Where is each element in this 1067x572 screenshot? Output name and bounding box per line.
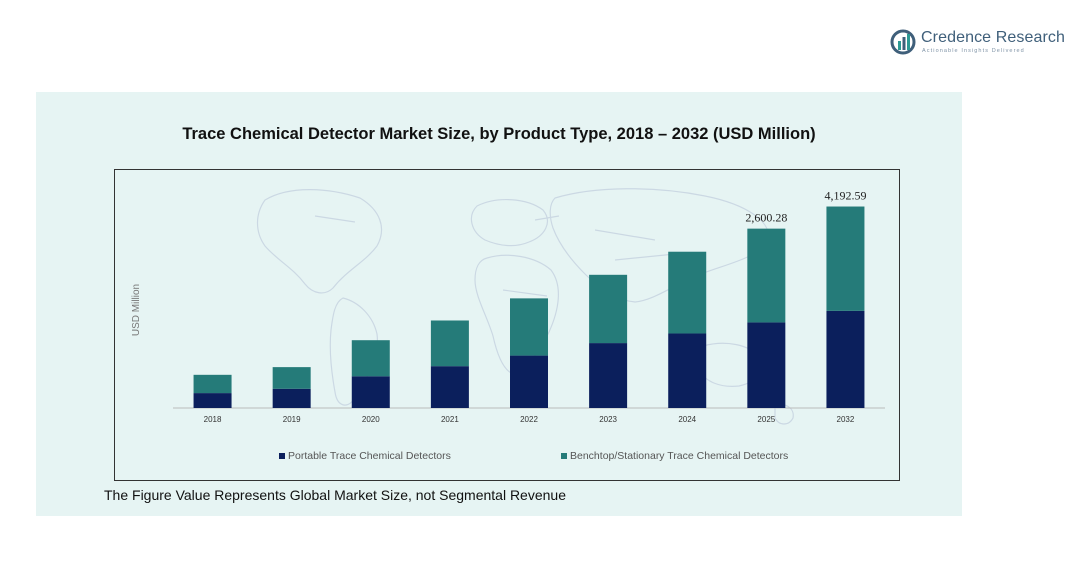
bar-portable-2032 [826,310,865,408]
bar-portable-2019 [272,388,311,408]
x-tick-label-2021: 2021 [441,415,459,424]
legend-label-benchtop: Benchtop/Stationary Trace Chemical Detec… [570,450,788,462]
stacked-bar-chart: USD Million 2018 2019 2020 2021 2022 2023 2024 2… [131,188,885,462]
bar-portable-2024 [668,333,707,408]
bar-benchtop-2018 [193,374,232,394]
x-tick-label-2018: 2018 [204,415,222,424]
footnote: The Figure Value Represents Global Marke… [104,487,566,503]
brand-logo: Credence Research Actionable Insights De… [889,28,1065,58]
data-label-2032: 4,192.59 [824,189,866,203]
credence-logo-icon [890,29,916,55]
bar-portable-2025 [747,322,786,408]
y-axis-label: USD Million [131,284,142,336]
bar-benchtop-2019 [272,367,311,389]
x-tick-label-2020: 2020 [362,415,380,424]
x-tick-label-2022: 2022 [520,415,538,424]
bar-benchtop-2022 [510,298,548,356]
legend-swatch-portable [279,453,285,459]
legend-label-portable: Portable Trace Chemical Detectors [288,450,451,462]
chart-plot-frame: USD Million 2018 2019 2020 2021 2022 2023 2024 2… [114,169,900,481]
x-tick-label-2032: 2032 [837,415,855,424]
x-tick-label-2025: 2025 [757,415,775,424]
bar-portable-2023 [589,343,628,408]
bar-portable-2018 [193,393,232,408]
x-tick-label-2019: 2019 [283,415,301,424]
chart-panel: Trace Chemical Detector Market Size, by … [36,92,962,516]
bar-benchtop-2025 [747,228,786,323]
bar-portable-2021 [430,366,469,408]
x-tick-label-2024: 2024 [678,415,696,424]
brand-tagline: Actionable Insights Delivered [922,48,1025,54]
bar-benchtop-2023 [589,274,628,344]
bar-benchtop-2032 [826,206,865,311]
bar-portable-2020 [351,376,390,408]
x-tick-label-2023: 2023 [599,415,617,424]
bar-benchtop-2020 [351,340,390,377]
data-label-2025: 2,600.28 [745,211,787,225]
chart-title: Trace Chemical Detector Market Size, by … [182,125,816,143]
bar-benchtop-2024 [668,251,707,334]
world-map-background [256,188,794,425]
bar-portable-2022 [510,355,548,408]
brand-name: Credence Research [921,29,1065,46]
bar-benchtop-2021 [430,320,469,367]
legend-swatch-benchtop [561,453,567,459]
